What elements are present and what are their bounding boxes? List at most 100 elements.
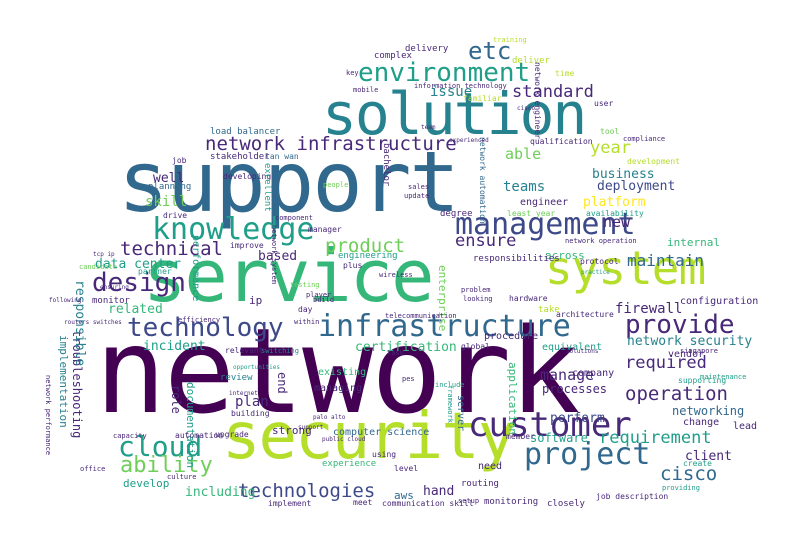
cloud-word: drive xyxy=(163,211,188,220)
cloud-word: product xyxy=(325,235,406,257)
cloud-word: procedure xyxy=(484,331,539,342)
cloud-word: public cloud xyxy=(322,436,366,443)
cloud-word: client xyxy=(685,449,732,464)
cloud-word: communication skill xyxy=(382,499,474,508)
cloud-word: networking xyxy=(672,404,745,418)
cloud-word: day xyxy=(298,305,313,314)
cloud-word: closely xyxy=(547,499,585,509)
cloud-word: singapore xyxy=(680,347,718,355)
cloud-word: system xyxy=(545,241,706,295)
cloud-word: compliance xyxy=(623,135,666,143)
cloud-word: implementation xyxy=(57,335,70,428)
cloud-word: availability xyxy=(586,209,644,218)
cloud-word: project xyxy=(524,437,651,472)
cloud-word: people xyxy=(323,181,349,189)
cloud-word: solutions xyxy=(566,348,599,355)
cloud-word: network system xyxy=(270,225,278,285)
cloud-word: deployment xyxy=(597,179,676,194)
cloud-word: culture xyxy=(167,473,197,481)
cloud-word: monitor xyxy=(92,296,130,306)
cloud-word: ensure xyxy=(455,231,517,251)
cloud-word: cisco xyxy=(660,463,718,485)
cloud-word: strong xyxy=(272,424,312,437)
cloud-word: equivalent xyxy=(542,342,603,353)
cloud-word: responsibilities xyxy=(473,254,560,264)
cloud-word: network xyxy=(95,302,580,440)
cloud-word: manager xyxy=(308,225,342,234)
cloud-word: network infrastructure xyxy=(205,133,457,155)
cloud-word: protocol xyxy=(580,257,619,266)
cloud-word: building xyxy=(231,409,270,418)
cloud-word: lead xyxy=(733,421,758,432)
cloud-word: network security xyxy=(627,334,753,349)
cloud-word: development xyxy=(627,157,680,166)
cloud-word: team xyxy=(421,124,436,131)
cloud-word: create xyxy=(683,459,712,468)
cloud-word: ensuring xyxy=(100,284,129,291)
cloud-word: excellent xyxy=(262,163,272,212)
cloud-word: server xyxy=(455,395,466,432)
cloud-word: testing xyxy=(290,281,320,289)
cloud-word: security xyxy=(222,400,516,474)
cloud-word: develop xyxy=(123,477,170,490)
cloud-word: complex xyxy=(374,51,412,61)
cloud-word: requirement xyxy=(599,428,712,448)
cloud-word: design xyxy=(92,268,186,298)
cloud-word: maintenance xyxy=(700,373,747,381)
cloud-word: familiar xyxy=(463,94,502,103)
cloud-word: network performance xyxy=(44,375,52,456)
cloud-word: standard xyxy=(512,82,594,102)
cloud-word: problem xyxy=(461,286,491,294)
cloud-word: stakeholder xyxy=(210,152,270,162)
cloud-word: wireless xyxy=(379,271,413,279)
cloud-word: review xyxy=(220,373,253,383)
cloud-word: using xyxy=(372,450,397,459)
cloud-word: engineer xyxy=(520,197,569,208)
cloud-word: new xyxy=(603,213,631,231)
cloud-word: hardware xyxy=(509,294,548,303)
cloud-word: year xyxy=(590,138,631,158)
cloud-word: routing xyxy=(461,479,499,489)
cloud-word: switching xyxy=(261,347,299,355)
cloud-word: providing xyxy=(662,484,700,492)
cloud-word: performance xyxy=(190,235,201,302)
cloud-word: support xyxy=(118,133,460,231)
cloud-word: job xyxy=(172,156,187,165)
cloud-word: within xyxy=(294,318,320,326)
cloud-word: upgrade xyxy=(215,430,249,439)
cloud-word: planning xyxy=(148,182,192,192)
cloud-word: troubleshooting xyxy=(70,330,84,439)
cloud-word: take xyxy=(538,305,560,315)
cloud-word: job description xyxy=(596,492,669,501)
cloud-word: developing xyxy=(223,172,272,181)
cloud-word: platform xyxy=(583,195,646,210)
cloud-word: computer science xyxy=(333,427,430,438)
cloud-word: cisco xyxy=(517,105,536,112)
cloud-word: opportunities xyxy=(233,364,280,371)
cloud-word: component xyxy=(275,214,313,222)
cloud-word: including xyxy=(185,485,256,500)
cloud-word: least year xyxy=(507,209,556,218)
cloud-word: vendor xyxy=(668,349,705,360)
cloud-word: incident xyxy=(143,339,206,354)
cloud-word: update xyxy=(404,192,430,200)
cloud-word: teams xyxy=(503,179,546,195)
cloud-word: candidate xyxy=(79,263,117,271)
cloud-word: end xyxy=(275,372,289,394)
cloud-word: operation xyxy=(625,383,728,405)
cloud-word: plus xyxy=(343,261,363,270)
cloud-word: managing xyxy=(314,383,363,394)
cloud-word: technical xyxy=(120,238,223,260)
cloud-word: etc xyxy=(468,37,512,65)
cloud-word: tool xyxy=(600,127,620,136)
cloud-word: documentation xyxy=(184,382,197,469)
cloud-word: supporting xyxy=(678,376,727,385)
cloud-word: application xyxy=(506,362,519,435)
cloud-word: across xyxy=(545,249,585,262)
cloud-word: pes xyxy=(402,375,415,383)
cloud-word: infrastructure xyxy=(318,309,571,344)
cloud-word: network engineer xyxy=(533,62,542,140)
cloud-word: company xyxy=(572,368,615,379)
cloud-word: implement xyxy=(268,499,312,508)
